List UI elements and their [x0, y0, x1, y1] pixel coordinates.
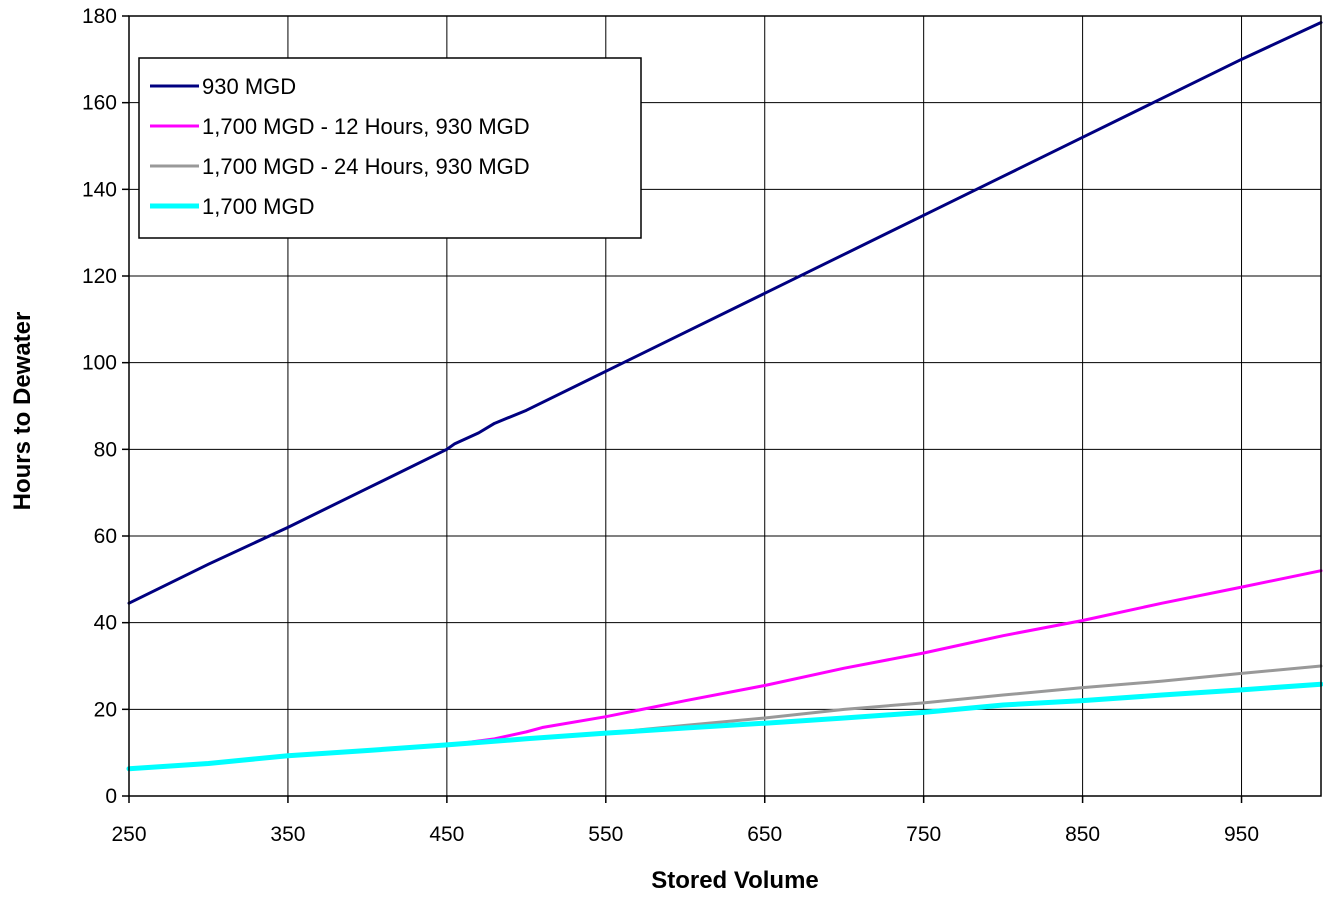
legend-label: 930 MGD: [202, 74, 296, 99]
y-tick-label: 140: [82, 178, 117, 201]
y-axis-title: Hours to Dewater: [9, 312, 36, 511]
series-line-4: [126, 681, 1323, 772]
y-tick-label: 180: [82, 5, 117, 28]
y-tick-label: 100: [82, 352, 117, 375]
x-tick-label: 950: [1224, 823, 1259, 846]
y-tick-label: 120: [82, 265, 117, 288]
y-tick-label: 160: [82, 92, 117, 115]
y-tick-label: 80: [94, 438, 117, 461]
x-tick-label: 450: [429, 823, 464, 846]
x-tick-label: 850: [1065, 823, 1100, 846]
y-tick-label: 0: [105, 785, 117, 808]
y-tick-label: 60: [94, 525, 117, 548]
series-line-1: [127, 21, 1323, 605]
y-tick-label: 20: [94, 698, 117, 721]
series-layer: [126, 21, 1323, 772]
x-tick-label: 550: [588, 823, 623, 846]
x-tick-label: 750: [906, 823, 941, 846]
axis-ticks: 0 20 40 60 80 100 120 140 160 180 250 350 450 550 650 7…: [82, 5, 1259, 846]
x-tick-label: 350: [270, 823, 305, 846]
legend-label: 1,700 MGD: [202, 194, 315, 219]
plot-area-frame: [128, 15, 1322, 797]
legend-label: 1,700 MGD - 12 Hours, 930 MGD: [202, 114, 530, 139]
legend-label: 1,700 MGD - 24 Hours, 930 MGD: [202, 154, 530, 179]
legend-box: [138, 57, 642, 239]
x-axis-title: Stored Volume: [651, 867, 819, 894]
x-tick-label: 250: [111, 823, 146, 846]
y-tick-label: 40: [94, 612, 117, 635]
legend: 930 MGD 1,700 MGD - 12 Hours, 930 MGD 1,70…: [138, 57, 642, 239]
x-tick-label: 650: [747, 823, 782, 846]
